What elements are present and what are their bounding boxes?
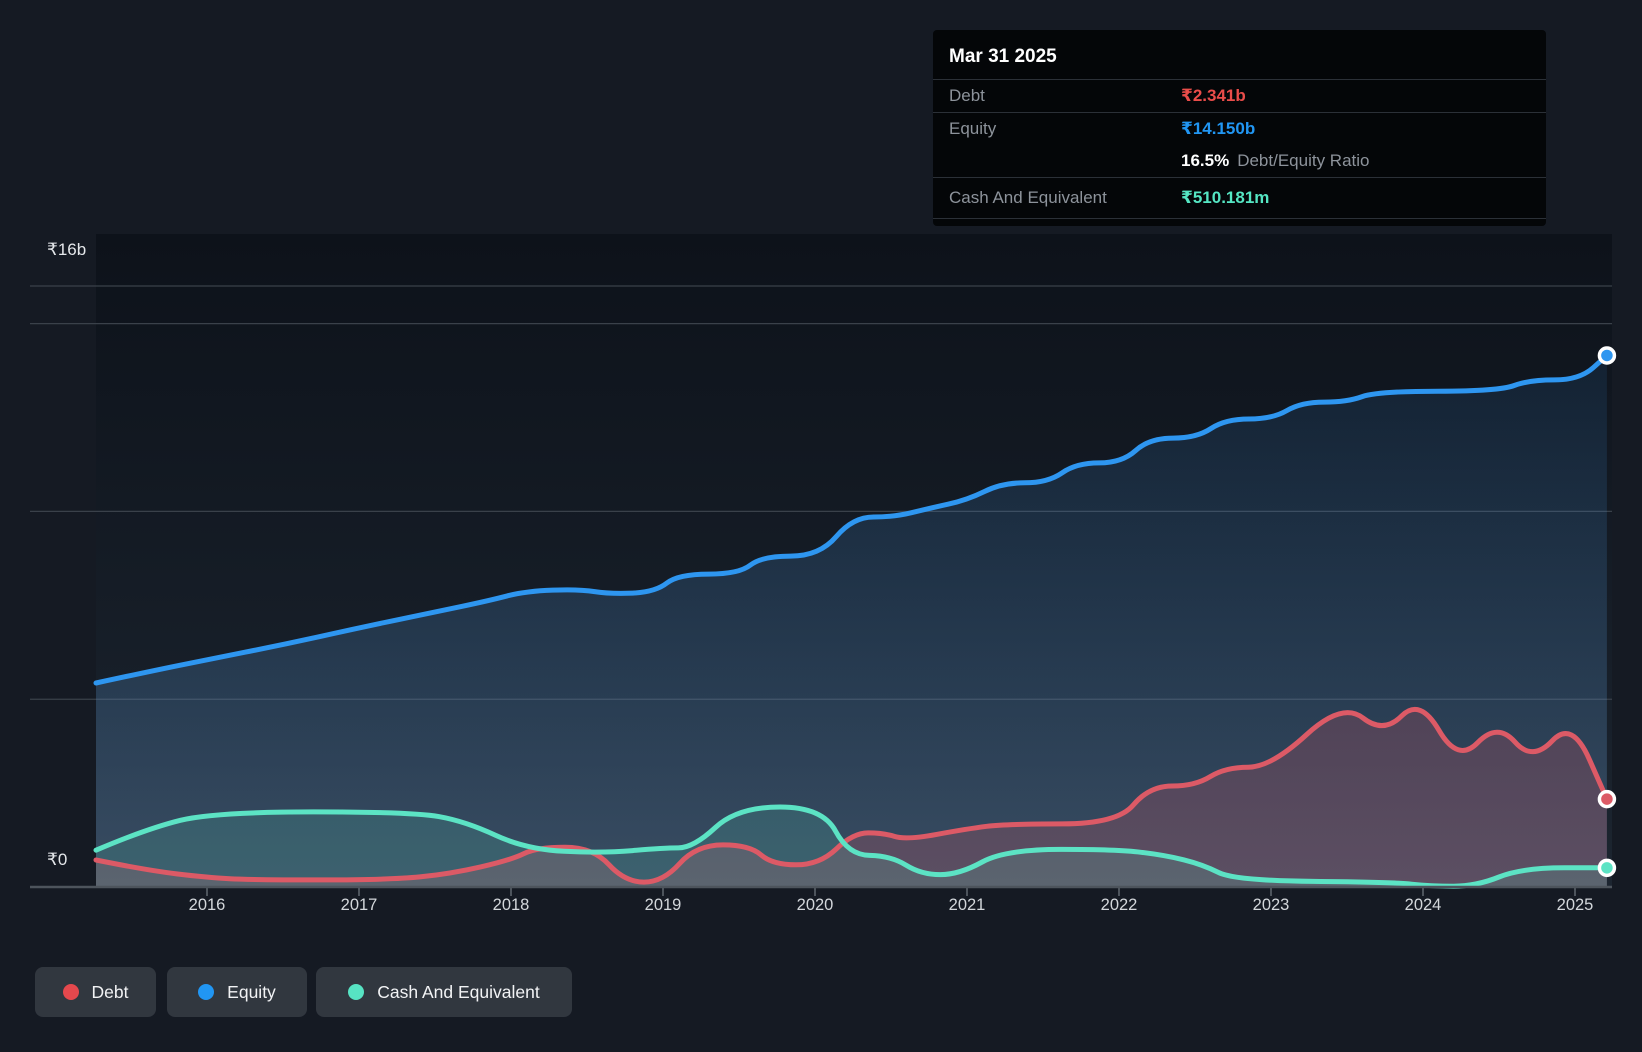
x-axis-year-2022: 2022 [1100,896,1138,914]
legend-label: Debt [91,981,129,1002]
legend-label: Equity [227,981,276,1002]
series-endpoint-dots [1597,346,1617,878]
x-axis-year-2023: 2023 [1252,896,1290,914]
legend-dot-equity [198,984,215,1000]
x-axis-year-2025: 2025 [1556,896,1594,914]
ratio-label: Debt/Equity Ratio [1237,151,1370,170]
x-axis-year-2017: 2017 [340,896,378,914]
x-axis-year-2019: 2019 [644,896,682,914]
chart-tooltip: Mar 31 2025 Debt ₹2.341b Equity ₹14.150b 16.… [933,30,1546,226]
series-lines [93,353,1610,889]
cash-and-equivalent-endpoint-dot [1597,858,1617,878]
equity-area [96,355,1607,887]
tooltip-date: Mar 31 2025 [949,46,1057,67]
equity-line [93,353,1610,686]
tooltip-label: Equity [949,119,997,138]
legend-chip-equity[interactable]: Equity [167,967,307,1017]
tooltip-row-cash-and-equivalent: Cash And Equivalent ₹510.181m [933,177,1546,219]
y-axis-zero-label: ₹0 [47,850,68,869]
ratio-percentage: 16.5% [1181,151,1230,170]
tooltip-label: Cash And Equivalent [949,188,1107,207]
x-axis-year-2020: 2020 [796,896,834,914]
tooltip-value: ₹14.150b [1181,119,1256,138]
legend-chip-debt[interactable]: Debt [35,967,156,1017]
debt-line [93,706,1610,885]
tooltip-value: ₹510.181m [1181,188,1270,207]
tooltip-row-debt: Debt ₹2.341b [933,79,1546,112]
tooltip-value: ₹2.341b [1181,86,1246,105]
debt-endpoint-dot [1597,789,1617,809]
tooltip-row-equity: Equity ₹14.150b [933,112,1546,145]
cash-and-equivalent-line [93,804,1610,889]
x-axis-year-2021: 2021 [948,896,986,914]
equity-endpoint-dot [1597,346,1617,365]
legend-label: Cash And Equivalent [377,981,540,1002]
tooltip-label: Debt [949,86,985,105]
y-axis-max-label: ₹16b [47,240,87,259]
x-axis-year-2024: 2024 [1404,896,1442,914]
legend-chip-cash-and-equivalent[interactable]: Cash And Equivalent [316,967,572,1017]
x-axis-year-2016: 2016 [188,896,226,914]
x-axis-year-2018: 2018 [492,896,530,914]
legend-dot-cash-and-equivalent [348,984,365,1000]
legend-dot-debt [62,984,79,1000]
tooltip-row-debt-equity-ratio: 16.5% Debt/Equity Ratio [933,145,1546,177]
x-axis [30,885,1612,896]
debt-area [96,709,1607,887]
